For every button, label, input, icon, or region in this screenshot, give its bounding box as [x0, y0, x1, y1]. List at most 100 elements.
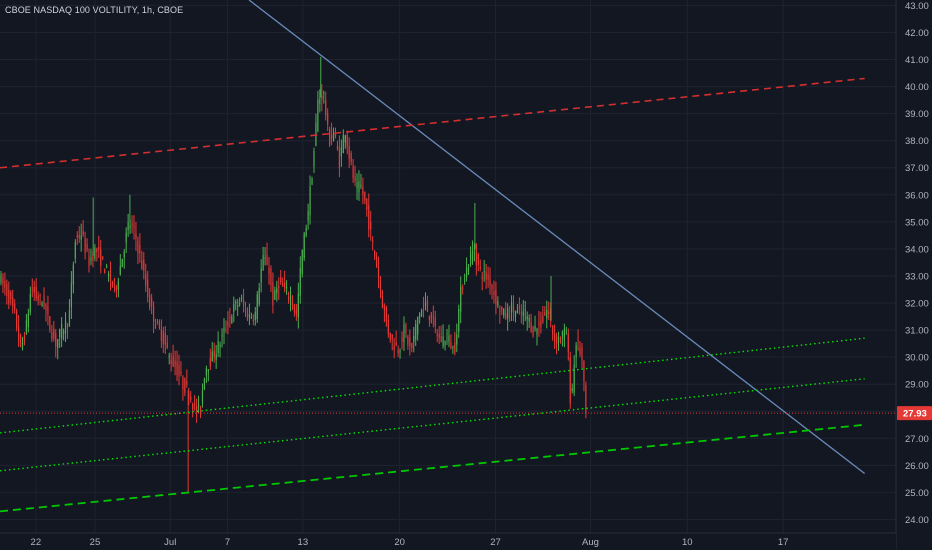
- candle-down: [411, 342, 413, 348]
- green-dashed-lower-line[interactable]: [0, 423, 865, 513]
- price-tick-label: 41.00: [905, 55, 929, 66]
- candle-down: [352, 166, 354, 178]
- candle-down: [4, 280, 6, 288]
- candle-down: [585, 385, 587, 414]
- candle-down: [199, 406, 202, 410]
- candle-up: [256, 294, 258, 320]
- candle-down: [158, 321, 161, 329]
- candle-down: [374, 250, 376, 257]
- candle-down: [242, 300, 245, 306]
- price-axis[interactable]: 24.0025.0026.0027.0028.0029.0030.0031.00…: [895, 0, 932, 550]
- green-dotted-lower-line[interactable]: [0, 378, 865, 472]
- candle-down: [172, 355, 174, 367]
- candle-down: [182, 376, 184, 390]
- candle-up: [94, 247, 96, 259]
- candle-up: [231, 316, 233, 324]
- candle-down: [266, 254, 268, 265]
- candle-up: [448, 335, 450, 342]
- candle-up: [27, 313, 29, 328]
- candle-down: [164, 333, 166, 345]
- candle-down: [501, 306, 503, 310]
- candle-up: [446, 333, 448, 335]
- candle-up: [262, 255, 264, 270]
- candle-down: [2, 277, 4, 284]
- candle-down: [538, 322, 540, 326]
- candle-up: [319, 98, 321, 105]
- candle-down: [186, 381, 188, 385]
- candle-up: [307, 211, 309, 221]
- candle-down: [139, 244, 141, 254]
- candle-down: [100, 249, 102, 267]
- time-tick-label: 7: [225, 537, 230, 548]
- candle-down: [244, 308, 247, 310]
- candle-down: [113, 279, 116, 282]
- upper-red-channel-line[interactable]: [0, 77, 865, 169]
- candle-down: [45, 304, 47, 311]
- candle-down: [436, 334, 438, 336]
- candle-down: [287, 297, 290, 299]
- time-tick-label: 25: [90, 537, 101, 548]
- candle-up: [258, 288, 260, 305]
- candle-down: [188, 393, 190, 399]
- candle-down: [6, 284, 8, 296]
- candle-down: [475, 244, 477, 266]
- candle-up: [510, 302, 513, 313]
- candle-down: [348, 146, 350, 159]
- candle-up: [64, 320, 67, 334]
- candle-up: [237, 305, 239, 307]
- candle-down: [430, 312, 432, 324]
- green-dotted-upper-line[interactable]: [0, 337, 865, 434]
- price-tick-label: 25.00: [905, 488, 929, 499]
- candle-up: [514, 311, 517, 317]
- candle-down: [53, 329, 55, 339]
- candle-up: [61, 323, 63, 339]
- candle-down: [278, 286, 280, 288]
- candle-down: [84, 237, 86, 253]
- candle-up: [503, 309, 505, 316]
- candle-up: [41, 302, 43, 306]
- candle-up: [297, 293, 299, 318]
- candle-up: [526, 316, 528, 320]
- candle-up: [456, 334, 458, 345]
- candle-up: [285, 287, 288, 289]
- price-tick-label: 24.00: [905, 515, 929, 526]
- candle-up: [442, 336, 444, 347]
- candle-up: [323, 92, 325, 94]
- drawing-lines: [0, 0, 866, 513]
- candle-up: [536, 328, 538, 335]
- candle-down: [82, 231, 84, 235]
- candle-up: [235, 301, 237, 304]
- time-tick-label: 20: [394, 537, 405, 548]
- candle-up: [458, 308, 460, 332]
- candle-up: [219, 344, 221, 347]
- candle-up: [573, 364, 575, 393]
- candle-up: [507, 308, 509, 319]
- chart-title: CBOE NASDAQ 100 VOLTILITY, 1h, CBOE: [5, 5, 184, 15]
- candle-up: [444, 340, 446, 346]
- price-tick-label: 30.00: [905, 353, 929, 364]
- candle-up: [123, 251, 125, 258]
- candle-down: [336, 146, 339, 150]
- candle-up: [121, 258, 123, 268]
- candle-down: [166, 342, 168, 348]
- candle-down: [548, 311, 550, 314]
- candle-down: [381, 294, 384, 308]
- price-tick-label: 32.00: [905, 299, 929, 310]
- candles-series: [0, 56, 587, 493]
- time-axis[interactable]: 22 25 Jul 7 13 20 27 Aug 10 17: [0, 532, 896, 550]
- price-axis-background: [896, 0, 932, 550]
- candle-down: [364, 191, 366, 201]
- candle-down: [385, 307, 387, 322]
- candle-down: [152, 305, 155, 323]
- candle-down: [495, 289, 497, 305]
- candle-down: [270, 268, 272, 286]
- candle-down: [10, 291, 12, 300]
- candle-down: [479, 267, 481, 269]
- candle-up: [563, 328, 565, 340]
- candle-up: [301, 249, 303, 274]
- candle-down: [327, 113, 329, 125]
- candle-down: [55, 333, 57, 347]
- descending-trendline-line[interactable]: [248, 0, 866, 474]
- candle-down: [225, 328, 227, 330]
